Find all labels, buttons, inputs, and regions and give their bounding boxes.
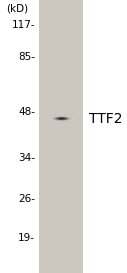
Text: (kD): (kD) [6, 3, 28, 13]
Text: 117-: 117- [12, 20, 35, 29]
Text: 85-: 85- [18, 52, 35, 62]
Text: 26-: 26- [18, 194, 35, 204]
Text: 34-: 34- [18, 153, 35, 163]
Text: 19-: 19- [18, 233, 35, 242]
FancyBboxPatch shape [39, 0, 83, 273]
Text: TTF2: TTF2 [89, 112, 123, 126]
Text: 48-: 48- [18, 107, 35, 117]
